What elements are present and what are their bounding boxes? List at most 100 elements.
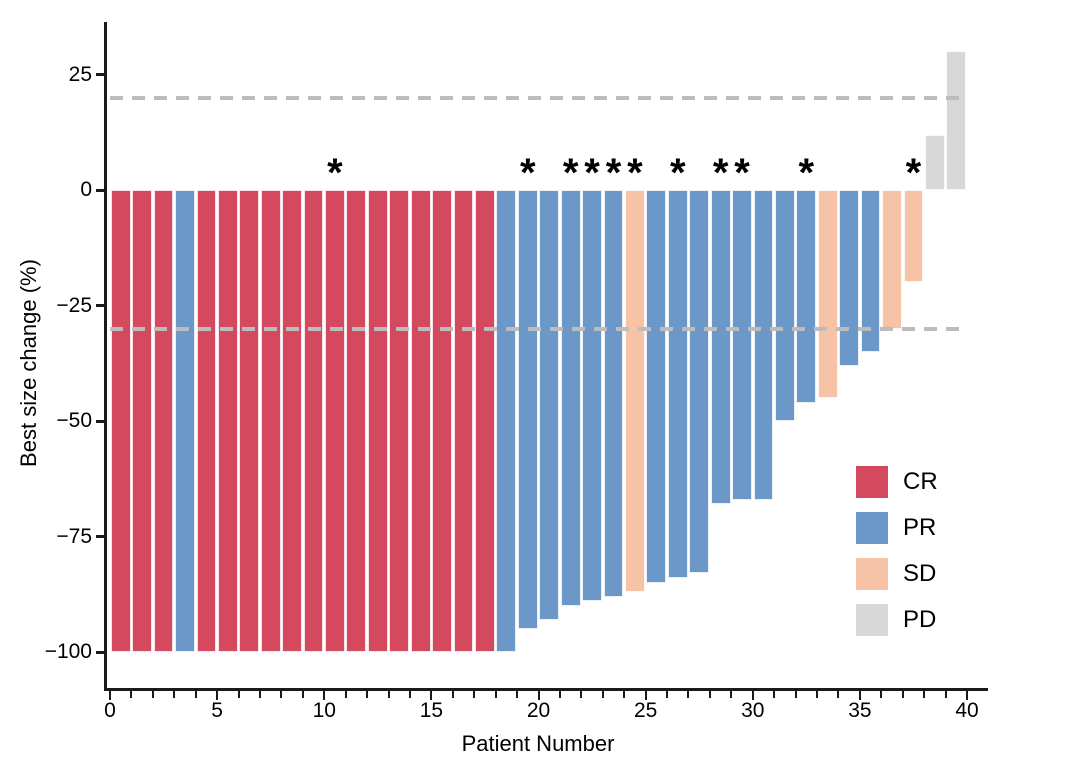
bar-patient-4 xyxy=(175,190,195,652)
x-tick-12 xyxy=(366,691,369,698)
x-tick-label-35: 35 xyxy=(848,699,872,722)
x-tick-label-30: 30 xyxy=(741,699,765,722)
legend-label-CR: CR xyxy=(903,468,938,495)
bar-patient-6 xyxy=(217,190,238,652)
bar-patient-28 xyxy=(689,190,710,574)
x-tick-15 xyxy=(430,691,433,700)
bar-patient-27 xyxy=(667,190,688,579)
bar-patient-18 xyxy=(475,190,495,652)
bar-patient-35 xyxy=(839,190,860,366)
bar-patient-20 xyxy=(517,190,538,629)
bar-patient-32 xyxy=(774,190,795,421)
x-tick-label-10: 10 xyxy=(312,699,336,722)
x-tick-39 xyxy=(944,691,947,698)
bar-patient-19 xyxy=(496,190,517,652)
legend-row-CR: CR xyxy=(856,466,938,498)
bar-patient-25 xyxy=(625,190,645,592)
legend-swatch-PD xyxy=(856,604,888,636)
bar-patient-9 xyxy=(282,190,302,652)
asterisk-patient-22: * xyxy=(562,151,579,195)
asterisk-patient-20: * xyxy=(519,151,536,195)
x-tick-label-40: 40 xyxy=(955,699,979,722)
y-tick-label--75: −75 xyxy=(56,524,92,548)
y-tick-25 xyxy=(96,73,104,76)
bar-patient-39 xyxy=(924,134,945,190)
bar-patient-16 xyxy=(432,190,452,652)
x-tick-20 xyxy=(537,691,540,700)
asterisk-patient-25: * xyxy=(627,151,643,195)
x-tick-26 xyxy=(666,691,669,698)
bar-patient-13 xyxy=(367,190,388,652)
x-tick-17 xyxy=(473,691,476,698)
reference-line-20 xyxy=(110,95,967,100)
x-tick-27 xyxy=(687,691,690,698)
x-tick-0 xyxy=(109,691,111,700)
legend-label-PD: PD xyxy=(903,606,937,633)
y-axis-title: Best size change (%) xyxy=(16,259,41,467)
bar-patient-30 xyxy=(732,190,752,500)
x-tick-7 xyxy=(258,691,261,698)
x-tick-label-20: 20 xyxy=(526,699,551,722)
x-tick-14 xyxy=(408,691,411,698)
bar-patient-10 xyxy=(303,190,324,652)
x-tick-label-5: 5 xyxy=(211,699,223,722)
x-tick-16 xyxy=(451,691,454,698)
bar-patient-11 xyxy=(325,190,345,652)
x-tick-10 xyxy=(323,691,326,700)
x-tick-21 xyxy=(558,691,561,698)
y-tick--50 xyxy=(96,419,104,423)
asterisk-patient-29: * xyxy=(712,151,729,195)
legend-row-PR: PR xyxy=(856,512,938,544)
y-tick-label-25: 25 xyxy=(68,62,92,86)
legend-row-SD: SD xyxy=(856,558,938,590)
x-tick-28 xyxy=(708,691,711,698)
x-axis-title: Patient Number xyxy=(461,731,615,756)
bar-patient-2 xyxy=(132,190,153,652)
y-tick-label-0: 0 xyxy=(80,178,92,201)
legend-swatch-PR xyxy=(856,512,888,544)
x-tick-35 xyxy=(858,691,861,700)
legend-label-SD: SD xyxy=(903,560,937,587)
x-tick-23 xyxy=(601,691,604,698)
bar-patient-22 xyxy=(560,190,581,606)
bar-patient-14 xyxy=(389,190,410,652)
legend-swatch-CR xyxy=(856,466,888,498)
x-tick-37 xyxy=(901,691,904,698)
y-axis-line xyxy=(104,22,107,691)
x-tick-5 xyxy=(216,691,219,700)
x-tick-34 xyxy=(837,691,840,698)
x-tick-24 xyxy=(623,691,626,698)
asterisk-patient-33: * xyxy=(798,151,815,195)
x-tick-32 xyxy=(794,691,797,698)
x-tick-1 xyxy=(130,691,133,698)
asterisk-patient-23: * xyxy=(584,151,600,195)
bar-patient-29 xyxy=(710,190,731,505)
x-tick-13 xyxy=(387,691,390,698)
x-axis-line xyxy=(104,688,988,691)
asterisk-patient-24: * xyxy=(605,151,622,195)
x-tick-3 xyxy=(173,691,176,698)
bar-patient-38 xyxy=(903,190,924,283)
y-tick--75 xyxy=(96,535,104,538)
y-tick-label--25: −25 xyxy=(56,293,92,317)
x-tick-30 xyxy=(751,691,754,700)
x-tick-22 xyxy=(580,691,583,698)
legend-swatch-SD xyxy=(856,558,888,590)
asterisk-patient-30: * xyxy=(734,151,750,195)
x-tick-19 xyxy=(516,691,519,698)
x-tick-18 xyxy=(494,691,497,698)
bar-patient-31 xyxy=(753,190,774,500)
bar-patient-7 xyxy=(239,190,260,652)
x-tick-8 xyxy=(280,691,283,698)
asterisk-patient-27: * xyxy=(669,151,686,195)
x-tick-11 xyxy=(344,691,347,698)
bar-patient-5 xyxy=(196,190,217,652)
bar-patient-8 xyxy=(260,190,281,652)
x-tick-38 xyxy=(923,691,926,698)
asterisk-patient-11: * xyxy=(327,151,343,195)
x-tick-29 xyxy=(730,691,733,698)
y-tick-label--100: −100 xyxy=(44,640,92,663)
x-tick-40 xyxy=(966,691,968,700)
bar-patient-21 xyxy=(539,190,560,620)
